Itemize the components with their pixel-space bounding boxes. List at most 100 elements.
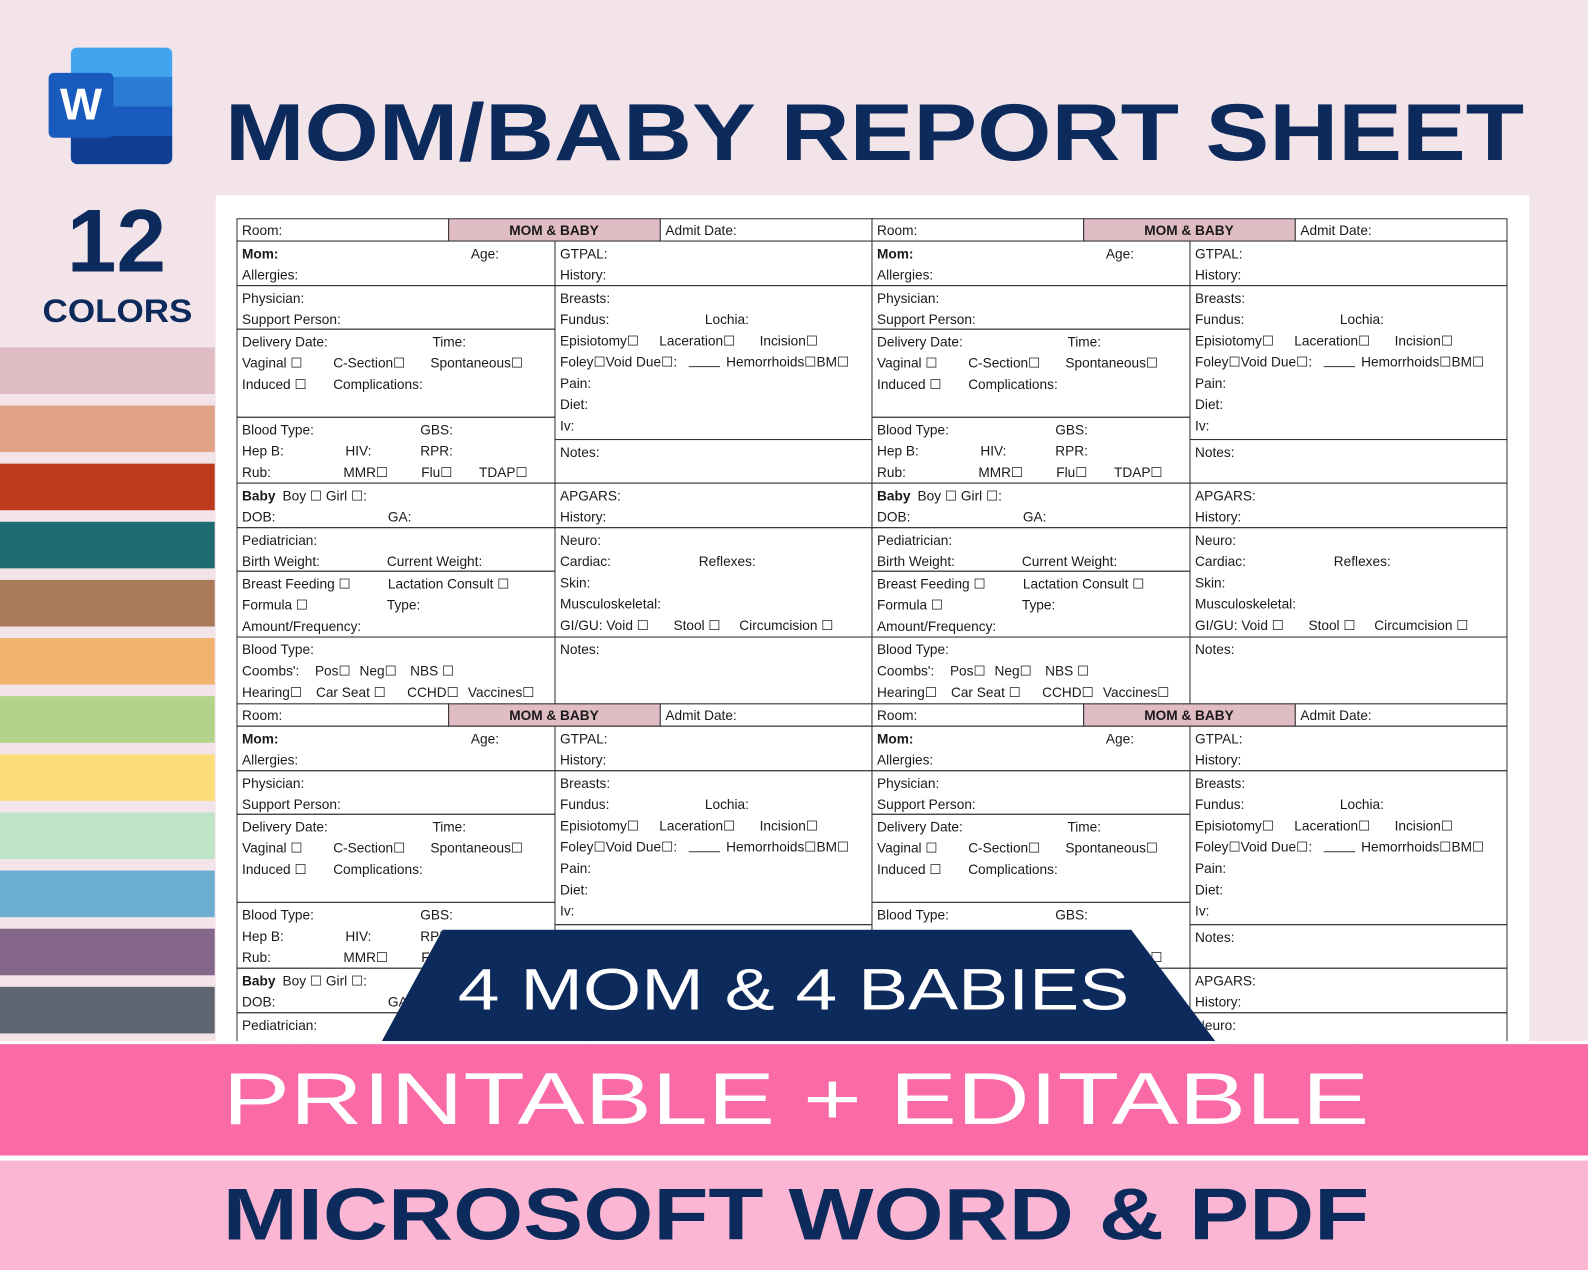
field-label: Incision☐	[760, 818, 819, 833]
field-label: DOB:	[877, 510, 910, 525]
field-label: Support Person:	[877, 797, 976, 812]
field-label: Foley☐Void Due☐:	[560, 355, 677, 370]
field-label: GBS:	[1055, 908, 1088, 923]
field-label: C-Section☐	[333, 841, 405, 856]
field-label: Mom:	[877, 731, 913, 746]
field-label: Hep B:	[242, 444, 284, 459]
band-light-pink	[0, 1160, 1588, 1270]
field-label: Fundus:	[1195, 797, 1244, 812]
field-label: RPR:	[1055, 444, 1088, 459]
field-label: Mom:	[242, 731, 278, 746]
field-label: C-Section☐	[333, 356, 405, 371]
color-swatch	[0, 812, 215, 860]
field-label: Notes:	[1195, 930, 1234, 945]
field-label: GBS:	[420, 908, 453, 923]
field-label: Blood Type:	[877, 642, 949, 657]
field-label: Reflexes:	[1334, 554, 1391, 569]
color-swatch	[0, 463, 215, 511]
field-label: Boy ☐ Girl ☐:	[283, 973, 367, 988]
field-label: Blood Type:	[877, 422, 949, 437]
field-label: C-Section☐	[968, 356, 1040, 371]
field-label: HIV:	[345, 444, 371, 459]
field-label: Vaginal ☐	[242, 841, 303, 856]
swatches	[0, 347, 215, 1034]
field-label: Spontaneous☐	[1065, 841, 1158, 856]
field-label: Cardiac:	[560, 554, 611, 569]
field-label: Mom:	[242, 246, 278, 261]
field-label: Vaginal ☐	[877, 356, 938, 371]
header-admit: Admit Date:	[1300, 223, 1371, 238]
field-label: Vaccines☐	[1103, 685, 1170, 700]
field-label: Age:	[1106, 731, 1134, 746]
banner-shape	[381, 929, 1216, 1042]
header-room: Room:	[242, 708, 282, 723]
report-block: Room: MOM & BABY Admit Date: Mom: Age: Allerg…	[871, 218, 1508, 705]
field-label: History:	[560, 510, 606, 525]
color-swatch	[0, 638, 215, 685]
field-label: GTPAL:	[1195, 731, 1243, 746]
color-swatch	[0, 579, 215, 627]
field-label: APGARS:	[560, 488, 621, 503]
field-label: Pain:	[560, 861, 591, 876]
field-label: Notes:	[560, 642, 599, 657]
field-label: Circumcision ☐	[739, 618, 833, 633]
field-label: Hemorrhoids☐BM☐	[726, 840, 849, 855]
field-label: HIV:	[980, 444, 1006, 459]
field-label: Stool ☐	[673, 618, 720, 633]
field-label: RPR:	[420, 444, 453, 459]
header-label: MOM & BABY	[1144, 708, 1234, 723]
field-label: Type:	[387, 598, 420, 613]
field-label: History:	[560, 268, 606, 283]
field-label: Incision☐	[1395, 333, 1454, 348]
color-swatch	[0, 521, 215, 569]
field-label: Neuro:	[1195, 533, 1236, 548]
field-label: History:	[1195, 753, 1241, 768]
field-label: Hemorrhoids☐BM☐	[1361, 355, 1484, 370]
field-label: Fundus:	[560, 312, 609, 327]
field-label: Allergies:	[242, 753, 298, 768]
field-label: Blood Type:	[877, 908, 949, 923]
field-label: GA:	[1023, 510, 1047, 525]
field-label: Fundus:	[560, 797, 609, 812]
field-label: Breasts:	[560, 291, 610, 306]
field-label: Lochia:	[1340, 797, 1384, 812]
field-label: C-Section☐	[968, 841, 1040, 856]
field-label: Pain:	[1195, 861, 1226, 876]
field-label: Stool ☐	[1308, 618, 1355, 633]
field-label: GBS:	[1055, 422, 1088, 437]
header-label: MOM & BABY	[1144, 223, 1234, 238]
field-label: Allergies:	[242, 268, 298, 283]
field-label: Notes:	[1195, 642, 1234, 657]
field-label: Hemorrhoids☐BM☐	[1361, 840, 1484, 855]
field-label: Support Person:	[242, 797, 341, 812]
field-label: Boy ☐ Girl ☐:	[918, 488, 1002, 503]
field-label: Breasts:	[560, 776, 610, 791]
field-label: Delivery Date:	[242, 334, 328, 349]
color-swatch	[0, 347, 215, 394]
field-label: Complications:	[333, 862, 423, 877]
header-admit: Admit Date:	[1300, 708, 1371, 723]
color-count: 12	[67, 190, 166, 290]
field-label: CCHD☐	[1042, 685, 1094, 700]
field-label: Neuro:	[560, 533, 601, 548]
report-block: Room: MOM & BABY Admit Date: Mom: Age: Allerg…	[236, 218, 873, 705]
field-label: Flu☐	[1056, 465, 1087, 480]
field-label: Pos☐	[315, 664, 351, 679]
field-label: Lochia:	[705, 797, 749, 812]
field-label: Lactation Consult ☐	[1023, 576, 1145, 591]
field-label: GA:	[388, 510, 412, 525]
field-label: Incision☐	[760, 333, 819, 348]
field-label: Musculoskeletal:	[560, 597, 661, 612]
band-pink	[0, 1044, 1588, 1156]
field-label: Pediatrician:	[242, 533, 317, 548]
field-label: Support Person:	[877, 312, 976, 327]
header-room: Room:	[877, 708, 917, 723]
field-label: Spontaneous☐	[430, 841, 523, 856]
field-label: Pos☐	[950, 664, 986, 679]
header-label: MOM & BABY	[509, 223, 599, 238]
field-label: Neg☐	[360, 664, 397, 679]
field-label: Car Seat ☐	[951, 685, 1021, 700]
field-label: GI/GU: Void ☐	[560, 618, 649, 633]
field-label: Time:	[432, 334, 466, 349]
field-label: Blood Type:	[242, 908, 314, 923]
